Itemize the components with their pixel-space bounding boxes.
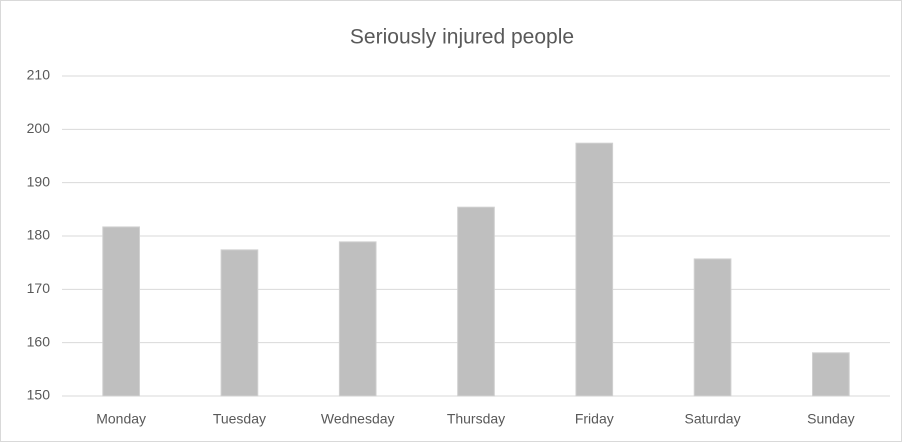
x-tick-label: Sunday	[807, 411, 854, 427]
bar	[338, 241, 377, 397]
x-tick-label: Saturday	[685, 411, 741, 427]
x-tick-label: Tuesday	[213, 411, 266, 427]
y-tick-label: 170	[27, 280, 51, 296]
bar	[693, 258, 732, 397]
y-tick-label: 210	[27, 67, 51, 83]
x-tick-label: Friday	[575, 411, 614, 427]
y-tick-label: 200	[27, 120, 51, 136]
x-tick-label: Monday	[96, 411, 146, 427]
y-tick-label: 190	[27, 173, 51, 189]
x-tick-label: Wednesday	[321, 411, 395, 427]
x-tick-label: Thursday	[447, 411, 505, 427]
chart-title: Seriously injured people	[350, 26, 574, 49]
bar	[812, 352, 850, 397]
bar	[220, 249, 259, 397]
y-tick-label: 150	[27, 387, 51, 403]
bar	[102, 226, 140, 397]
bar	[575, 142, 614, 397]
bar	[457, 206, 495, 397]
y-tick-label: 160	[27, 333, 51, 349]
y-tick-label: 180	[27, 227, 51, 243]
